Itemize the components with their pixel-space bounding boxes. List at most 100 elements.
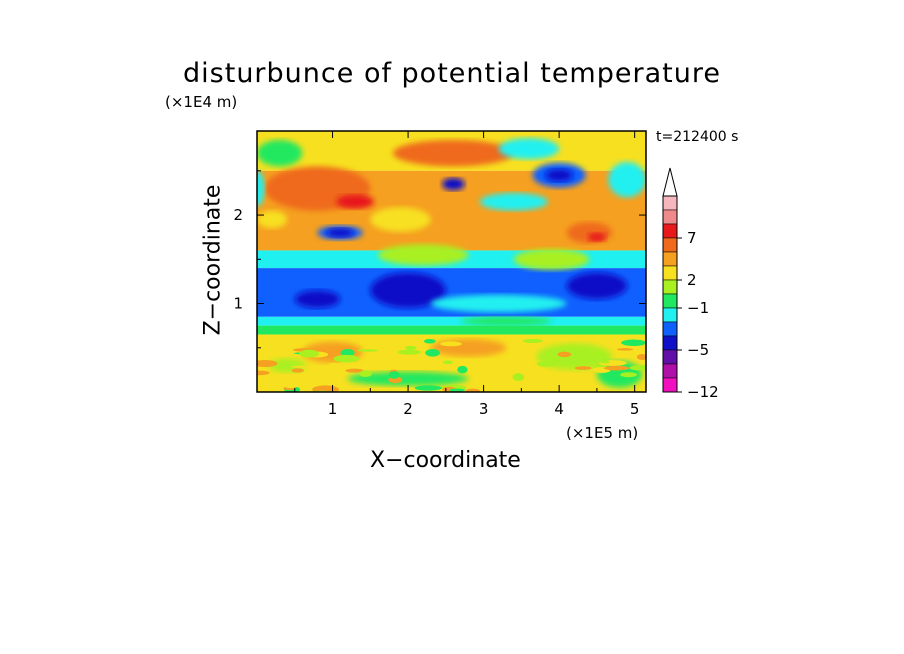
field-streak <box>621 339 646 347</box>
field-blob <box>460 316 552 326</box>
colorbar-segment <box>662 363 678 379</box>
field-blob <box>392 139 514 167</box>
field-streak <box>327 362 342 366</box>
field-streak <box>345 368 364 373</box>
colorbar-frame <box>662 195 678 393</box>
field-streak <box>291 365 308 368</box>
field-blob <box>566 272 628 300</box>
colorbar-segment <box>662 195 678 211</box>
field-streak <box>283 380 299 389</box>
y-tick-label: 1 <box>233 295 243 313</box>
field-blob <box>513 248 590 270</box>
field-blob <box>336 194 375 209</box>
field-blob <box>430 294 567 313</box>
y-axis-unit: (×1E4 m) <box>165 93 238 111</box>
colorbar-tick-label: 2 <box>687 271 697 289</box>
field-streak <box>522 338 543 343</box>
colorbar-segment <box>662 307 678 323</box>
field-streak <box>440 341 462 347</box>
field-streak <box>546 355 558 360</box>
colorbar-segment <box>662 209 678 225</box>
field-streak <box>557 351 572 358</box>
field-streak <box>574 366 592 370</box>
field-streak <box>498 376 514 380</box>
field-streak <box>636 353 646 361</box>
field-streak <box>512 373 525 382</box>
colorbar-extend-arrow <box>662 167 678 197</box>
field-blob <box>377 244 469 266</box>
time-label: t=212400 s <box>656 129 739 145</box>
axes: 1 2 3 4 5 1 2 <box>233 131 646 418</box>
field-streak <box>272 349 290 356</box>
field-blob <box>370 272 446 308</box>
field-streak <box>425 348 440 357</box>
field-streak <box>359 370 372 377</box>
field-streak <box>257 370 270 376</box>
field-blob <box>479 192 548 211</box>
field-streak <box>539 381 553 389</box>
field-streak <box>595 351 605 356</box>
field-streak <box>340 346 353 350</box>
colorbar-tick-label: −5 <box>687 341 709 359</box>
field-streak <box>457 365 468 374</box>
field-streak <box>616 348 634 351</box>
x-axis-label: X−coordinate <box>370 448 521 473</box>
field-streak <box>257 359 278 368</box>
colorbar-segment <box>662 293 678 309</box>
colorbar-segment <box>662 279 678 295</box>
colorbar-tick-label: −12 <box>687 383 719 401</box>
field-blob <box>347 371 469 386</box>
field-blob <box>294 290 341 308</box>
colorbar-segment <box>662 223 678 239</box>
field-band <box>257 316 646 326</box>
colorbar-tick-label: −1 <box>687 299 709 317</box>
field-blob <box>442 177 465 191</box>
field-streak <box>333 354 360 363</box>
field-blob <box>608 161 646 198</box>
field-blob <box>536 343 613 370</box>
field-streak <box>357 349 379 352</box>
colorbar-segment <box>662 265 678 281</box>
field-streak <box>442 360 453 364</box>
colorbar: 7 2 −1 −5 −12 <box>662 167 719 401</box>
chart-title: disturbunce of potential temperature <box>183 58 721 89</box>
y-tick-label: 2 <box>233 206 243 224</box>
field-blob <box>257 210 288 229</box>
x-tick-label: 3 <box>479 400 489 418</box>
field-streak <box>604 365 630 371</box>
field-streak <box>299 349 320 358</box>
field-streak <box>599 360 610 364</box>
field-blob <box>257 139 303 167</box>
colorbar-segment <box>662 377 678 393</box>
field-streak <box>620 372 637 378</box>
field-blob <box>545 169 573 182</box>
colorbar-segment <box>662 237 678 253</box>
field-streak <box>397 349 422 355</box>
x-tick-label: 4 <box>554 400 564 418</box>
colorbar-segment <box>662 335 678 351</box>
x-tick-label: 2 <box>403 400 413 418</box>
temperature-field <box>257 131 646 392</box>
field-blob <box>498 138 560 160</box>
field-streak <box>629 365 646 371</box>
x-tick-label: 5 <box>630 400 640 418</box>
field-blob <box>566 222 613 244</box>
colorbar-segment <box>662 321 678 337</box>
colorbar-segment <box>662 251 678 267</box>
field-streak <box>465 388 480 392</box>
field-streak <box>423 339 436 344</box>
colorbar-tick-label: 7 <box>687 229 697 247</box>
x-tick-label: 1 <box>328 400 338 418</box>
colorbar-segment <box>662 349 678 365</box>
field-streak <box>536 361 556 367</box>
field-streak <box>482 366 499 372</box>
field-blob <box>326 228 354 238</box>
field-streak <box>291 368 305 373</box>
field-streak <box>414 385 442 391</box>
field-blob <box>430 338 507 357</box>
field-blob <box>257 170 265 207</box>
field-streak <box>405 345 417 350</box>
field-streak <box>449 388 466 392</box>
field-blob <box>370 207 431 232</box>
